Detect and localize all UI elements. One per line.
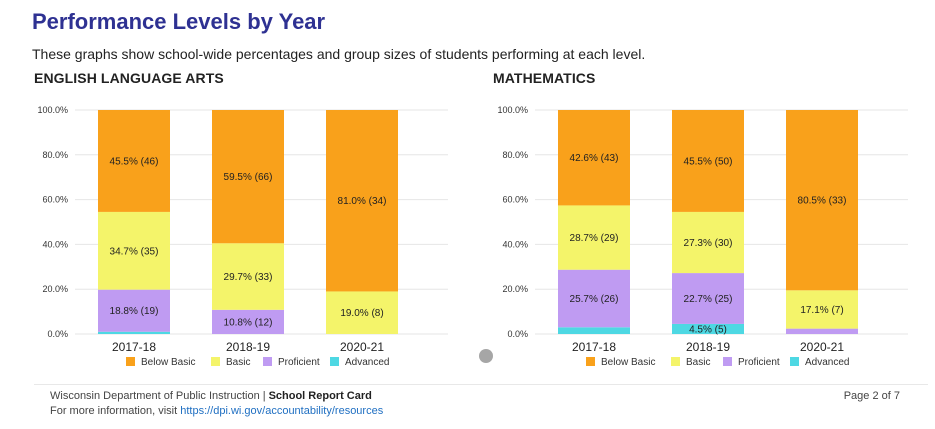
ela-data-label: 19.0% (8) [340,308,383,319]
math-bar-proficient [558,269,630,328]
math-legend-label: Advanced [805,357,849,368]
math-legend-label: Basic [686,357,710,368]
ela-ytick-label: 0.0% [47,329,68,339]
ela-data-label: 81.0% (34) [338,196,387,207]
footer-more-info: For more information, visit https://dpi.… [50,405,383,417]
math-ytick-label: 0.0% [507,329,528,339]
footer-report-name: School Report Card [268,390,372,402]
ela-legend-label: Basic [226,357,250,368]
ela-legend-label: Advanced [345,357,389,368]
scroll-indicator[interactable] [479,349,493,363]
math-legend-swatch [790,357,799,366]
ela-data-label: 59.5% (66) [224,172,273,183]
math-legend-label: Proficient [738,357,780,368]
math-bar-advanced [558,327,630,334]
page-title: Performance Levels by Year [32,9,326,34]
math-data-label: 80.5% (33) [798,196,847,207]
math-legend-swatch [723,357,732,366]
math-bar-below-basic [786,110,858,291]
math-data-label: 17.1% (7) [800,305,843,316]
math-chart: 0.0% 20.0% 40.0% 60.0% 80.0% 100.0% 25.7% (26)… [497,105,908,368]
math-ytick-label: 100.0% [497,105,528,115]
math-ytick-label: 40.0% [502,239,528,249]
ela-xtick-label: 2017-18 [112,340,156,354]
math-data-label: 25.7% (26) [570,294,619,305]
math-bar-basic [672,211,744,274]
ela-ytick-label: 80.0% [42,150,68,160]
footer-resources-link[interactable]: https://dpi.wi.gov/accountability/resour… [180,405,384,417]
page-number: Page 2 of 7 [843,390,900,402]
math-bar-advanced [672,323,744,334]
math-legend-swatch [586,357,595,366]
math-ytick-label: 20.0% [502,284,528,294]
ela-legend-swatch [330,357,339,366]
page-subtitle: These graphs show school-wide percentage… [32,46,646,62]
ela-ytick-label: 40.0% [42,239,68,249]
math-legend-swatch [671,357,680,366]
math-ytick-label: 80.0% [502,150,528,160]
ela-data-label: 18.8% (19) [110,306,159,317]
math-xtick-label: 2018-19 [686,340,730,354]
ela-bar-below-basic [212,110,284,244]
ela-legend-swatch [211,357,220,366]
math-data-label: 27.3% (30) [684,238,733,249]
ela-bar-proficient [212,309,284,334]
math-bar-below-basic [558,110,630,206]
ela-ytick-label: 100.0% [37,105,68,115]
ela-legend-swatch [263,357,272,366]
ela-xtick-label: 2020-21 [340,340,384,354]
math-xtick-label: 2020-21 [800,340,844,354]
ela-data-label: 10.8% (12) [224,317,273,328]
math-data-label: 45.5% (50) [684,156,733,167]
ela-xtick-label: 2018-19 [226,340,270,354]
math-xtick-label: 2017-18 [572,340,616,354]
ela-bar-basic [212,243,284,310]
ela-bar-advanced [98,331,170,334]
footer-more-info-text: For more information, visit [50,405,178,417]
ela-bar-basic [326,291,398,334]
ela-bar-basic [98,211,170,290]
ela-chart-title: ENGLISH LANGUAGE ARTS [34,70,224,86]
footer-source: Wisconsin Department of Public Instructi… [50,390,372,402]
math-data-label: 28.7% (29) [570,233,619,244]
footer-separator: | [262,390,266,402]
ela-ytick-label: 20.0% [42,284,68,294]
math-bar-below-basic [672,110,744,212]
ela-bar-proficient [98,289,170,332]
ela-bar-below-basic [326,110,398,292]
ela-ytick-label: 60.0% [42,195,68,205]
footer-org: Wisconsin Department of Public Instructi… [50,390,260,402]
math-bar-basic [786,290,858,329]
ela-bar-below-basic [98,110,170,212]
ela-data-label: 29.7% (33) [224,272,273,283]
ela-legend-swatch [126,357,135,366]
ela-data-label: 45.5% (46) [110,156,159,167]
footer-divider [34,384,928,385]
math-bar-proficient [672,273,744,324]
math-data-label: 22.7% (25) [684,294,733,305]
math-data-label: 42.6% (43) [570,153,619,164]
ela-legend-label: Proficient [278,357,320,368]
math-chart-title: MATHEMATICS [493,70,596,86]
math-bar-proficient [786,328,858,334]
math-bar-basic [558,205,630,270]
math-data-label: 4.5% (5) [689,324,727,335]
ela-legend-label: Below Basic [141,357,195,368]
math-legend-label: Below Basic [601,357,655,368]
math-ytick-label: 60.0% [502,195,528,205]
ela-chart: 0.0% 20.0% 40.0% 60.0% 80.0% 100.0% 18.8% (19)… [37,105,448,368]
ela-data-label: 34.7% (35) [110,246,159,257]
